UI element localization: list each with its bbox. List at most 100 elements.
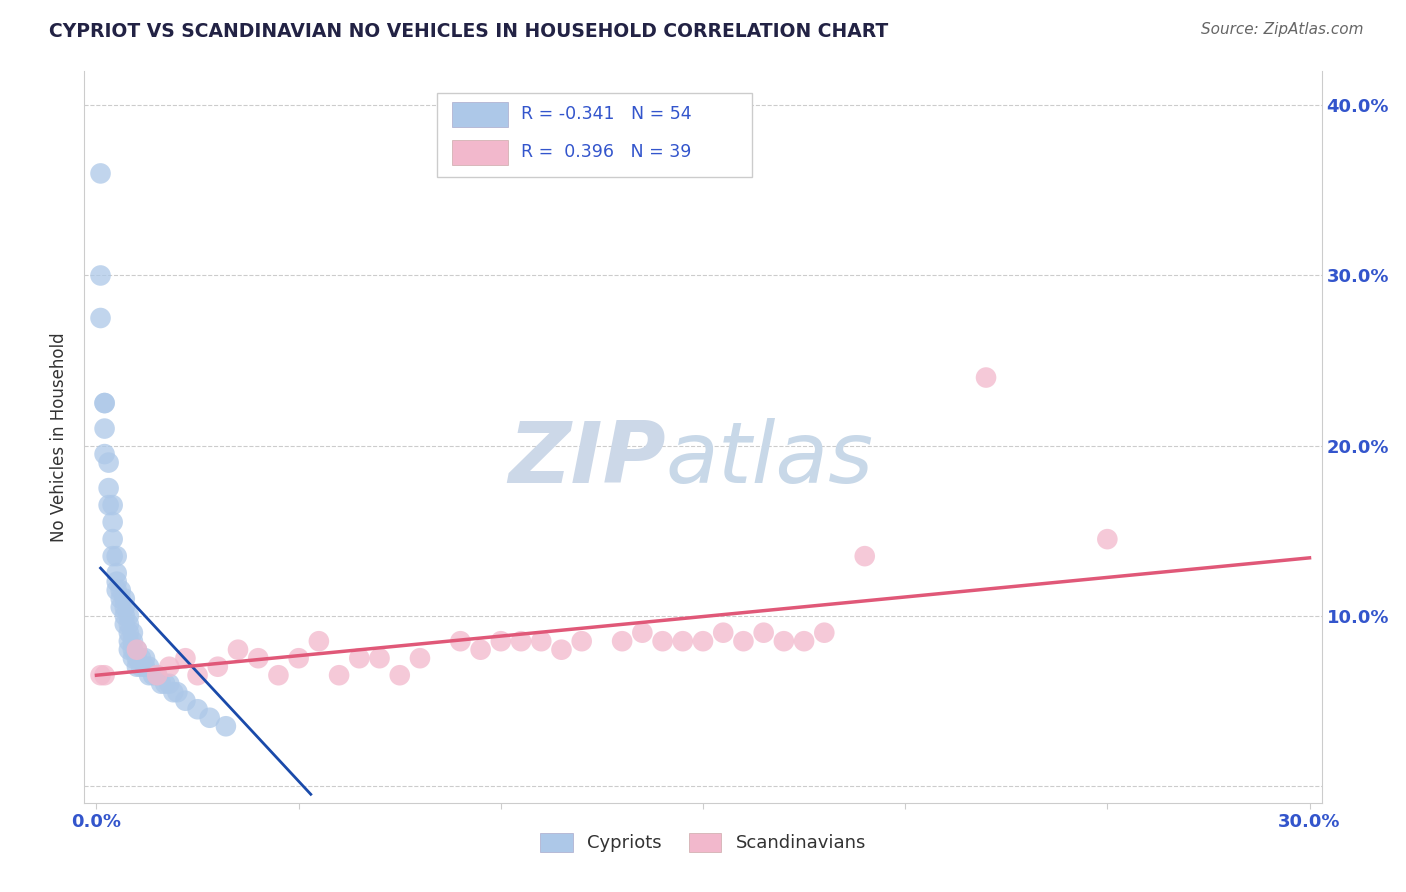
FancyBboxPatch shape bbox=[451, 102, 508, 127]
Point bbox=[129, 651, 152, 665]
Point bbox=[146, 668, 169, 682]
Point bbox=[125, 651, 148, 665]
Point bbox=[114, 600, 136, 615]
Point bbox=[215, 719, 238, 733]
Point bbox=[134, 651, 156, 665]
Point bbox=[489, 634, 512, 648]
Text: CYPRIOT VS SCANDINAVIAN NO VEHICLES IN HOUSEHOLD CORRELATION CHART: CYPRIOT VS SCANDINAVIAN NO VEHICLES IN H… bbox=[49, 22, 889, 41]
FancyBboxPatch shape bbox=[437, 94, 752, 178]
Point bbox=[114, 617, 136, 632]
Point bbox=[853, 549, 876, 563]
Point bbox=[90, 668, 112, 682]
Point bbox=[122, 642, 145, 657]
Point bbox=[118, 608, 141, 623]
Text: ZIP: ZIP bbox=[508, 417, 666, 500]
Point bbox=[134, 659, 156, 673]
Point bbox=[97, 456, 120, 470]
Point bbox=[90, 166, 112, 180]
Point bbox=[157, 677, 180, 691]
FancyBboxPatch shape bbox=[451, 139, 508, 165]
Point bbox=[692, 634, 714, 648]
Text: R = -0.341   N = 54: R = -0.341 N = 54 bbox=[522, 105, 692, 123]
Point bbox=[101, 549, 124, 563]
Point bbox=[105, 549, 128, 563]
Point bbox=[118, 617, 141, 632]
Point bbox=[122, 634, 145, 648]
Point bbox=[226, 642, 249, 657]
Point bbox=[122, 651, 145, 665]
Point bbox=[166, 685, 188, 699]
Point bbox=[449, 634, 471, 648]
Point bbox=[142, 668, 165, 682]
Point bbox=[368, 651, 391, 665]
Point bbox=[157, 659, 180, 673]
Point bbox=[150, 677, 173, 691]
Point bbox=[101, 498, 124, 512]
Point bbox=[110, 591, 132, 606]
Point bbox=[187, 668, 209, 682]
Point bbox=[125, 642, 148, 657]
Point bbox=[125, 659, 148, 673]
Text: R =  0.396   N = 39: R = 0.396 N = 39 bbox=[522, 144, 692, 161]
Point bbox=[174, 651, 197, 665]
Point bbox=[90, 268, 112, 283]
Point bbox=[93, 396, 115, 410]
Point bbox=[93, 668, 115, 682]
Point bbox=[93, 421, 115, 435]
Y-axis label: No Vehicles in Household: No Vehicles in Household bbox=[51, 332, 69, 542]
Point bbox=[267, 668, 290, 682]
Point bbox=[672, 634, 695, 648]
Point bbox=[110, 600, 132, 615]
Point bbox=[610, 634, 633, 648]
Point bbox=[138, 659, 160, 673]
Point bbox=[118, 634, 141, 648]
Legend: Cypriots, Scandinavians: Cypriots, Scandinavians bbox=[533, 826, 873, 860]
Point bbox=[155, 677, 177, 691]
Point bbox=[349, 651, 371, 665]
Point bbox=[174, 694, 197, 708]
Point bbox=[110, 583, 132, 598]
Point bbox=[97, 481, 120, 495]
Point bbox=[187, 702, 209, 716]
Point bbox=[308, 634, 330, 648]
Point bbox=[470, 642, 492, 657]
Point bbox=[105, 583, 128, 598]
Point bbox=[287, 651, 309, 665]
Point bbox=[207, 659, 229, 673]
Point bbox=[409, 651, 432, 665]
Point bbox=[118, 625, 141, 640]
Point bbox=[974, 370, 997, 384]
Point bbox=[114, 591, 136, 606]
Point bbox=[571, 634, 593, 648]
Point bbox=[101, 515, 124, 529]
Point bbox=[1097, 532, 1119, 546]
Point bbox=[793, 634, 815, 648]
Point bbox=[129, 659, 152, 673]
Point bbox=[97, 498, 120, 512]
Text: atlas: atlas bbox=[666, 417, 875, 500]
Point bbox=[247, 651, 270, 665]
Point bbox=[651, 634, 673, 648]
Point bbox=[146, 668, 169, 682]
Point bbox=[733, 634, 755, 648]
Point bbox=[752, 625, 775, 640]
Point bbox=[105, 574, 128, 589]
Point bbox=[162, 685, 184, 699]
Point bbox=[114, 608, 136, 623]
Point bbox=[711, 625, 734, 640]
Point bbox=[773, 634, 796, 648]
Point bbox=[93, 447, 115, 461]
Point bbox=[105, 566, 128, 581]
Point bbox=[138, 668, 160, 682]
Point bbox=[530, 634, 553, 648]
Point bbox=[388, 668, 411, 682]
Point bbox=[90, 311, 112, 326]
Point bbox=[328, 668, 350, 682]
Point bbox=[198, 711, 221, 725]
Point bbox=[125, 642, 148, 657]
Point bbox=[101, 532, 124, 546]
Point bbox=[631, 625, 654, 640]
Point bbox=[813, 625, 835, 640]
Point bbox=[550, 642, 572, 657]
Point bbox=[93, 396, 115, 410]
